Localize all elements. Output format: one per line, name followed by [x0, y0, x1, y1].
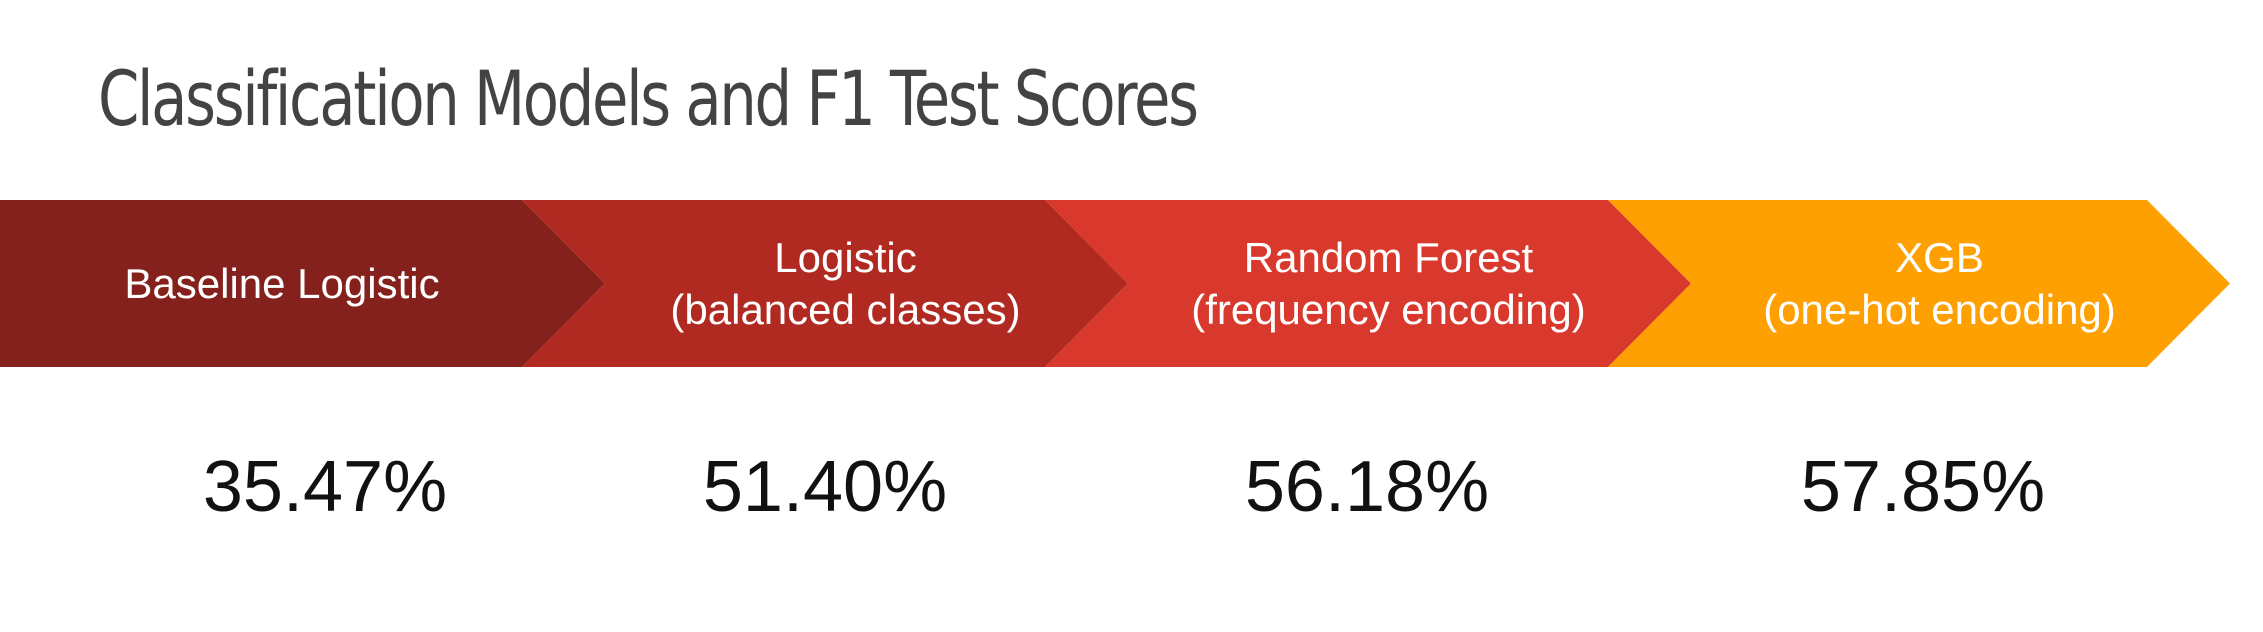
score-baseline-logistic: 35.47%	[202, 447, 448, 527]
step-label: Logistic (balanced classes)	[605, 200, 1086, 367]
step-chevron-random-forest: Random Forest (frequency encoding)	[1045, 200, 1691, 367]
chevron-fill	[1045, 200, 1691, 367]
step-label-line1: Random Forest	[1243, 233, 1534, 281]
model-process-arrows: Baseline Logistic Logistic (balanced cla…	[0, 200, 2263, 367]
step-label-line2: (balanced classes)	[670, 285, 1021, 333]
step-label: Baseline Logistic	[0, 200, 564, 367]
step-label: Random Forest (frequency encoding)	[1128, 200, 1649, 367]
step-label-line1: Logistic	[774, 233, 917, 281]
score-random-forest: 56.18%	[1244, 447, 1490, 527]
step-label: XGB (one-hot encoding)	[1691, 200, 2188, 367]
chevron-shape	[1608, 200, 2230, 367]
step-chevron-logistic-balanced: Logistic (balanced classes)	[522, 200, 1128, 367]
step-label-line1: XGB	[1895, 233, 1984, 281]
step-label-line2: (one-hot encoding)	[1763, 285, 2116, 333]
step-label-line2: (frequency encoding)	[1191, 285, 1586, 333]
step-chevron-baseline-logistic: Baseline Logistic	[0, 200, 605, 367]
step-chevron-xgb: XGB (one-hot encoding)	[1608, 200, 2230, 367]
page-title: Classification Models and F1 Test Scores	[98, 54, 1199, 143]
chevron-shape	[522, 200, 1128, 367]
chevron-fill	[1608, 200, 2230, 367]
chevron-shape	[1045, 200, 1691, 367]
score-xgb: 57.85%	[1800, 447, 2046, 527]
step-label-line1: Baseline Logistic	[124, 259, 440, 307]
chevron-fill	[0, 200, 605, 367]
score-logistic-balanced: 51.40%	[702, 447, 948, 527]
chevron-fill	[522, 200, 1128, 367]
chevron-shape	[0, 200, 605, 367]
